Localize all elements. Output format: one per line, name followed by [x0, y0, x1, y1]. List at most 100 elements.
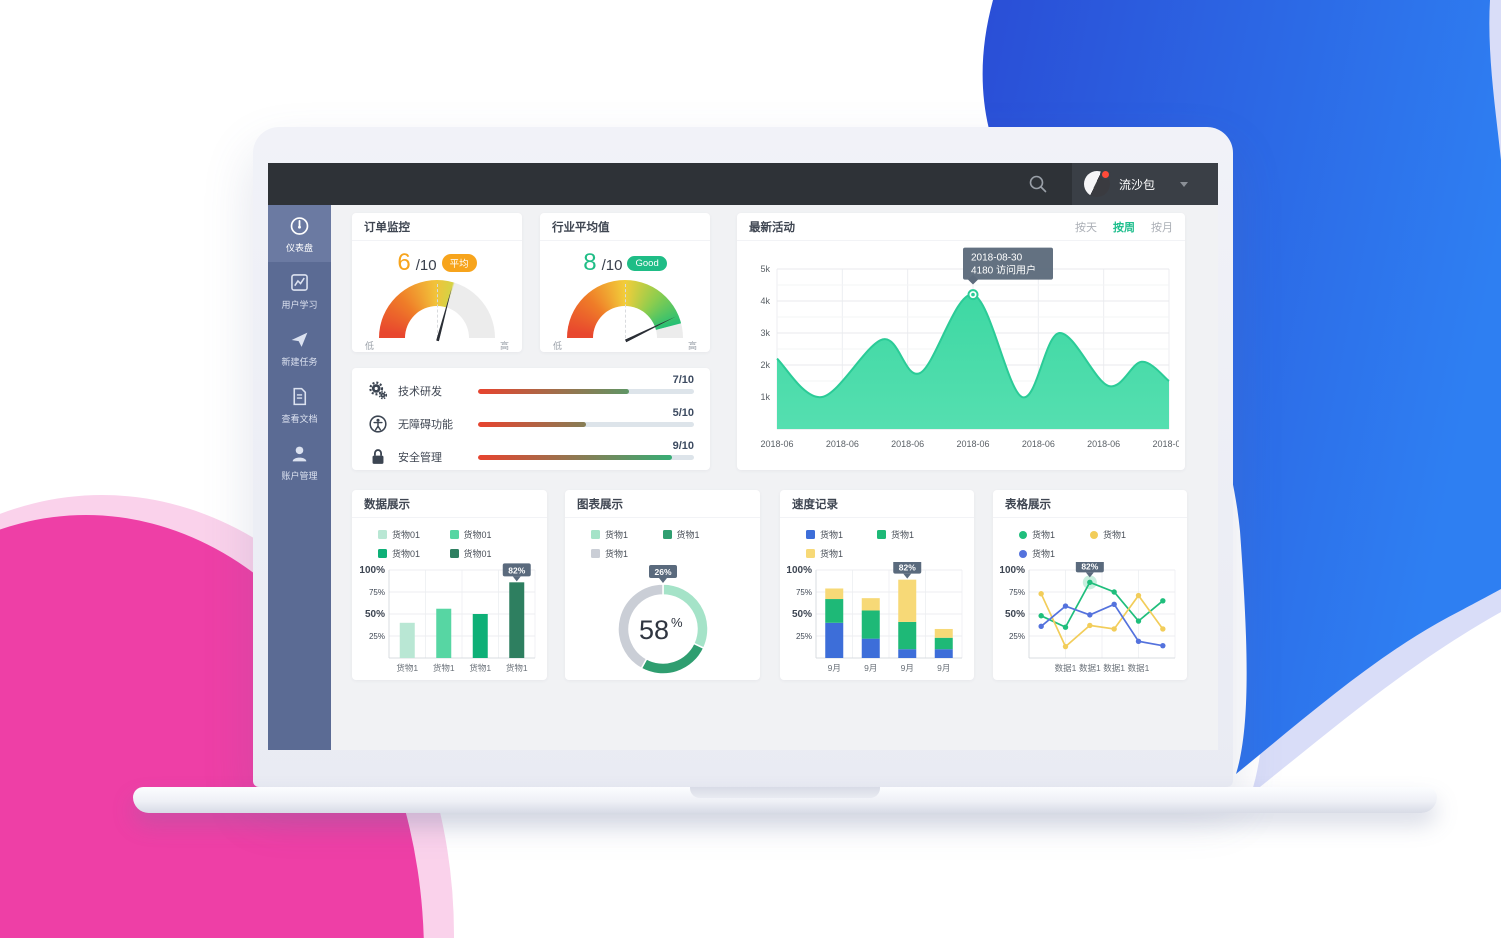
accessibility-icon — [368, 414, 390, 434]
sidebar-item-new-task[interactable]: 新建任务 — [268, 319, 331, 376]
svg-text:货物1: 货物1 — [432, 663, 454, 673]
svg-text:100%: 100% — [786, 565, 812, 576]
svg-text:82%: 82% — [508, 565, 525, 575]
topbar: 流沙包 — [268, 163, 1218, 205]
progress-track[interactable] — [478, 454, 694, 460]
legend-item[interactable]: 货物1 — [1019, 547, 1090, 560]
card-title: 速度记录 — [792, 498, 838, 511]
legend-label: 货物1 — [676, 530, 700, 540]
chevron-down-icon — [1180, 181, 1189, 187]
legend-swatch — [591, 530, 600, 539]
svg-text:%: % — [671, 615, 683, 630]
gauge-value-row: 6 /10 平均 — [352, 249, 522, 277]
svg-text:2018-06: 2018-06 — [1087, 439, 1120, 449]
progress-label: 无障碍功能 — [398, 419, 453, 431]
card-progress: 技术研发 7/10 无障碍功能 5/10 安全管理 9/10 — [352, 368, 710, 470]
paper-plane-icon — [291, 332, 308, 347]
card-industry-average: 行业平均值 8 /10 Good 低 高 — [540, 213, 710, 352]
svg-text:25%: 25% — [1009, 632, 1025, 641]
laptop-frame: 流沙包 仪表盘用户学习 新建任务 查看文档账户管理 订单监控 6 /10 平均 — [253, 127, 1233, 787]
legend-item[interactable]: 货物01 — [449, 547, 522, 560]
laptop-notch — [690, 787, 880, 798]
svg-text:25%: 25% — [368, 632, 384, 641]
progress-track[interactable] — [478, 388, 694, 394]
card-title: 图表展示 — [577, 498, 623, 511]
progress-label: 安全管理 — [398, 452, 442, 464]
svg-text:75%: 75% — [796, 588, 812, 597]
legend-item[interactable]: 货物1 — [591, 547, 663, 560]
svg-text:2018-08-30: 2018-08-30 — [971, 253, 1023, 264]
progress-bar: 5/10 — [478, 407, 694, 427]
svg-text:5k: 5k — [760, 264, 770, 274]
gauge — [379, 280, 495, 338]
legend-label: 货物01 — [463, 530, 492, 540]
svg-text:4k: 4k — [760, 296, 770, 306]
legend-swatch — [1090, 530, 1098, 539]
progress-track[interactable] — [478, 421, 694, 427]
legend-swatch — [806, 549, 815, 558]
tab-按天[interactable]: 按天 — [1075, 221, 1097, 234]
search-icon[interactable] — [1028, 174, 1048, 194]
legend-swatch — [449, 549, 459, 558]
gauge-value-row: 8 /10 Good — [540, 249, 710, 277]
sidebar-item-user-learning[interactable]: 用户学习 — [268, 262, 331, 319]
svg-text:100%: 100% — [359, 565, 385, 576]
sidebar-item-label: 仪表盘 — [285, 243, 313, 253]
value-badge: 82% — [1075, 562, 1104, 578]
legend: 货物1 货物1 货物1 — [993, 518, 1187, 560]
legend-item[interactable]: 货物1 — [1019, 528, 1090, 541]
legend-swatch — [378, 530, 387, 539]
document-icon — [293, 387, 307, 406]
legend-item[interactable]: 货物1 — [806, 528, 877, 541]
progress-value: 7/10 — [672, 373, 694, 386]
blob-pink — [0, 515, 424, 938]
gauge — [567, 280, 683, 338]
legend-label: 货物1 — [891, 530, 915, 540]
legend-item[interactable]: 货物1 — [877, 528, 948, 541]
card-title: 数据展示 — [364, 498, 410, 511]
stacked-bar-chart: 100% 75% 50% 25% 9月 9月 9月 9月 82% — [786, 562, 963, 673]
legend-item[interactable]: 货物1 — [662, 528, 735, 541]
sidebar-item-account[interactable]: 账户管理 — [268, 433, 331, 490]
legend-item[interactable]: 货物01 — [449, 528, 522, 541]
gauge-center-line — [625, 284, 626, 338]
gauge-value: 6 — [397, 249, 411, 276]
sidebar-item-label: 账户管理 — [281, 471, 318, 481]
svg-text:9月: 9月 — [828, 663, 841, 673]
tab-按月[interactable]: 按月 — [1151, 221, 1173, 234]
card-title: 订单监控 — [364, 221, 410, 234]
svg-text:82%: 82% — [899, 563, 916, 573]
y-axis-labels: 5k 4k 3k 2k 1k — [760, 264, 770, 402]
legend-item[interactable]: 货物01 — [378, 547, 450, 560]
legend-label: 货物1 — [1032, 530, 1056, 540]
laptop-base — [133, 787, 1437, 813]
svg-text:2k: 2k — [760, 360, 770, 370]
sidebar-item-view-docs[interactable]: 查看文档 — [268, 376, 331, 433]
legend-item[interactable]: 货物1 — [591, 528, 663, 541]
user-menu[interactable]: 流沙包 — [1072, 163, 1218, 205]
activity-tabs: 按天 按周 按月 — [1075, 219, 1173, 235]
card-chart-display: 图表展示 货物1 货物1 货物1 58% 26% — [565, 490, 760, 680]
legend: 货物01 货物01 货物01 货物01 — [352, 518, 547, 560]
sidebar: 仪表盘用户学习 新建任务 查看文档账户管理 — [268, 205, 331, 750]
legend-item[interactable]: 货物01 — [378, 528, 450, 541]
legend-item[interactable]: 货物1 — [806, 547, 877, 560]
legend-swatch — [449, 530, 459, 539]
tab-按周[interactable]: 按周 — [1113, 221, 1135, 234]
svg-text:50%: 50% — [364, 609, 384, 620]
progress-row: 安全管理 9/10 — [352, 440, 710, 467]
card-title: 表格展示 — [1005, 498, 1051, 511]
legend-swatch — [806, 530, 815, 539]
svg-text:1k: 1k — [760, 392, 770, 402]
legend-label: 货物1 — [605, 530, 629, 540]
svg-text:2018-06: 2018-06 — [760, 439, 793, 449]
svg-text:50%: 50% — [1005, 609, 1025, 620]
legend-swatch — [662, 530, 672, 539]
status-badge: 平均 — [441, 254, 477, 272]
legend-item[interactable]: 货物1 — [1090, 528, 1161, 541]
sidebar-item-dashboard[interactable]: 仪表盘 — [268, 205, 331, 262]
avatar — [1084, 169, 1111, 197]
